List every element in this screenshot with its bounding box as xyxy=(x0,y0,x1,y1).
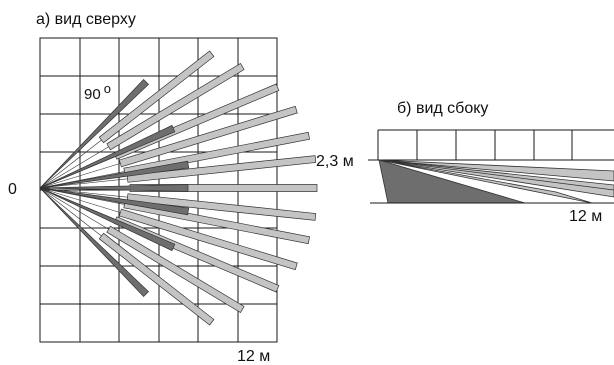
beam-ray-9 xyxy=(39,187,121,213)
beam-ray-1 xyxy=(39,146,109,189)
side-view-caption: б) вид сбоку xyxy=(397,100,488,117)
side-view-height-label: 2,3 м xyxy=(316,153,354,170)
top-view-caption: а) вид сверху xyxy=(36,11,136,28)
beam-ray-12 xyxy=(39,187,102,237)
beam-ray-11 xyxy=(39,187,109,230)
side-view-distance-label: 12 м xyxy=(569,208,602,225)
beam-ray-5 xyxy=(39,178,128,189)
side-beam-edge xyxy=(378,159,614,191)
far-zone-beam-9 xyxy=(118,208,298,271)
side-view: б) вид сбоку 2,3 м 12 м xyxy=(316,100,614,225)
far-zone-beam-5 xyxy=(126,155,317,183)
side-view-beams xyxy=(378,159,614,204)
side-view-frame xyxy=(368,159,614,204)
angle-unit: о xyxy=(104,81,111,96)
top-view: а) вид сверху 0 90 о 12 м xyxy=(8,11,318,365)
far-zone-beam-12 xyxy=(98,232,215,326)
near-zone-beam-18 xyxy=(39,187,176,252)
far-zone-beam-10 xyxy=(113,216,280,293)
near-zone-beam-19 xyxy=(39,187,150,298)
side-beam-far-1 xyxy=(378,159,614,198)
side-view-grid xyxy=(377,129,614,161)
top-view-origin-label: 0 xyxy=(8,181,17,198)
near-zone-beam-14 xyxy=(39,124,176,189)
top-view-beam-fan xyxy=(39,50,318,326)
far-zone-beam-7 xyxy=(126,193,317,221)
top-view-distance-label: 12 м xyxy=(237,348,270,365)
near-zone-beam-17 xyxy=(39,187,190,216)
far-zone-beam-0 xyxy=(98,50,215,144)
angle-value: 90 xyxy=(84,86,101,103)
near-zone-beam-13 xyxy=(39,78,150,189)
near-zone-beam-15 xyxy=(39,160,190,189)
beam-ray-7 xyxy=(39,187,128,198)
far-zone-beam-1 xyxy=(106,63,245,151)
side-beam-far-2 xyxy=(378,159,614,182)
far-zone-beam-3 xyxy=(118,105,298,168)
top-view-angle-label: 90 о xyxy=(84,81,111,103)
beam-ray-3 xyxy=(39,163,121,189)
far-zone-beam-11 xyxy=(106,225,245,313)
beam-ray-0 xyxy=(39,139,102,189)
near-zone-beam-16 xyxy=(39,184,189,192)
side-beam-mid xyxy=(378,159,593,204)
